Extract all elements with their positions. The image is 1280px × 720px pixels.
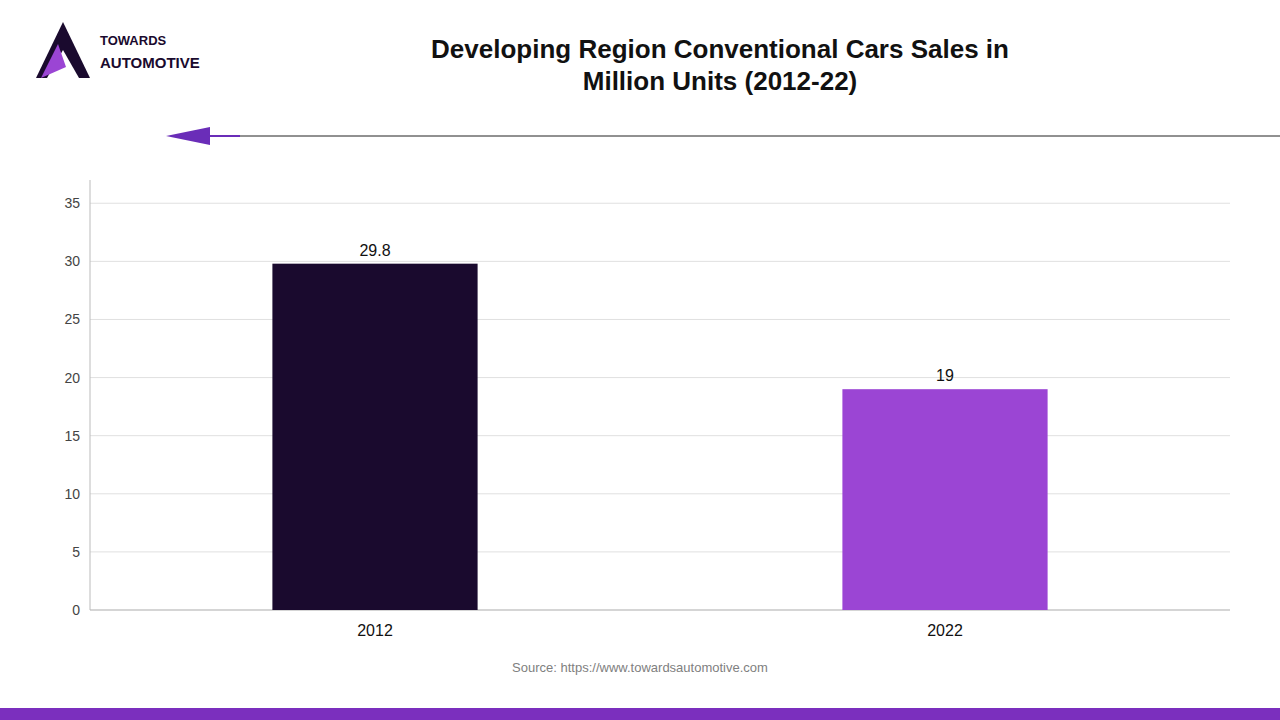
source: Source: https://www.towardsautomotive.co… (512, 660, 768, 675)
y-tick-label: 30 (64, 253, 80, 269)
labels: 29.8 2012 19 2022 (357, 242, 963, 639)
bar (272, 264, 477, 610)
y-tick-label: 15 (64, 428, 80, 444)
x-axis-line (90, 610, 1230, 611)
x-tick-label: 2012 (357, 622, 393, 639)
y-tick-label: 10 (64, 486, 80, 502)
bars (272, 264, 1047, 610)
logo (36, 22, 90, 78)
separator (172, 136, 1280, 137)
chart-svg: TOWARDS AUTOMOTIVE Developing Region Conve… (0, 0, 1280, 720)
bar (842, 389, 1047, 610)
footer-bar (0, 708, 1280, 720)
title: Developing Region Conventional Cars Sale… (431, 34, 1009, 96)
x-tick-label: 2022 (927, 622, 963, 639)
grid-line (90, 319, 1230, 320)
logo-shape (36, 22, 90, 78)
chart-container: TOWARDS AUTOMOTIVE Developing Region Conve… (0, 0, 1280, 720)
data-label: 29.8 (359, 242, 390, 259)
separator-arrow (205, 135, 240, 137)
y-tick-label: 0 (72, 602, 80, 618)
y-tick-label: 35 (64, 195, 80, 211)
grid-line (90, 261, 1230, 262)
logo-text: AUTOMOTIVE (100, 54, 200, 71)
y-tick-label: 20 (64, 370, 80, 386)
y-axis: 0 5 10 15 20 25 30 35 (64, 180, 1230, 618)
separator-arrow (166, 127, 210, 145)
logo-shape (41, 44, 66, 78)
grid-line (90, 203, 1230, 204)
title-line: Million Units (2012-22) (583, 66, 858, 96)
grid-line (90, 435, 1230, 436)
logo-text: TOWARDS (100, 33, 167, 48)
grid-line (90, 610, 1230, 611)
grid-line (90, 551, 1230, 552)
data-label: 19 (936, 367, 954, 384)
background (0, 0, 1280, 720)
y-axis-line (90, 180, 91, 610)
grid-line (90, 493, 1230, 494)
y-tick-label: 5 (72, 544, 80, 560)
grid-line (90, 377, 1230, 378)
y-tick-label: 25 (64, 311, 80, 327)
title-line: Developing Region Conventional Cars Sale… (431, 34, 1009, 64)
